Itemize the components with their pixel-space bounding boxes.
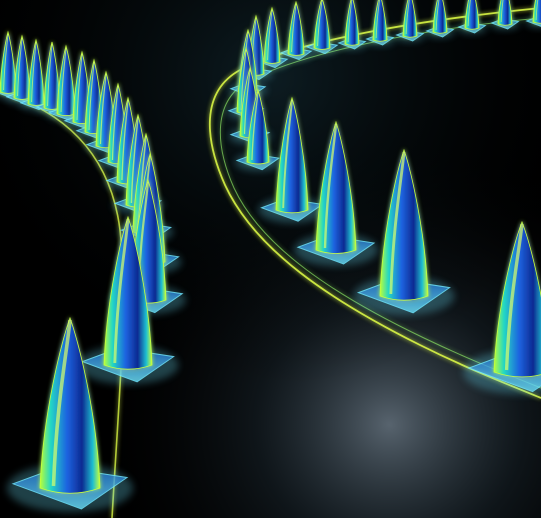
cone [365, 0, 395, 46]
cone-body [497, 0, 513, 26]
cone-highlight [251, 91, 259, 161]
cone [305, 0, 339, 55]
cone [457, 0, 487, 34]
cone-highlight [500, 0, 504, 23]
cone [395, 0, 425, 42]
cone [353, 148, 455, 316]
cone-highlight [467, 0, 471, 27]
cone-highlight [113, 218, 130, 364]
cone-highlight [347, 0, 353, 43]
cone [490, 0, 520, 30]
cone-highlight [51, 319, 72, 487]
cone-highlight [267, 9, 273, 61]
cone-highlight [121, 99, 129, 181]
cone-highlight [130, 116, 139, 204]
cone [463, 220, 541, 395]
cone [337, 0, 367, 50]
cone-highlight [99, 73, 107, 145]
cone-highlight [88, 61, 95, 131]
cone-highlight [60, 47, 67, 113]
cone-highlight [243, 69, 251, 135]
cone-highlight [240, 49, 247, 111]
cone-highlight [31, 41, 37, 103]
cone-highlight [375, 0, 380, 39]
cone-highlight [111, 85, 119, 161]
cone-highlight [405, 0, 410, 35]
cone-highlight [504, 223, 524, 371]
cone [47, 44, 85, 122]
cone-highlight [76, 53, 83, 121]
cone [279, 0, 313, 61]
cone-highlight [47, 43, 53, 107]
cone [525, 0, 541, 28]
cone [425, 0, 455, 38]
cone-highlight [535, 0, 539, 21]
cone-body [493, 220, 541, 378]
cone-highlight [317, 0, 323, 47]
cone-highlight [282, 99, 293, 209]
cone [258, 96, 326, 223]
cone [294, 120, 378, 266]
cone-highlight [291, 3, 297, 53]
cone-highlight [389, 151, 406, 295]
cone-highlight [323, 123, 338, 249]
cone [234, 88, 282, 171]
cone-highlight [435, 0, 440, 31]
cone [7, 316, 133, 512]
cone [77, 215, 179, 385]
cone-highlight [3, 33, 9, 91]
cone-highlight [17, 37, 23, 97]
